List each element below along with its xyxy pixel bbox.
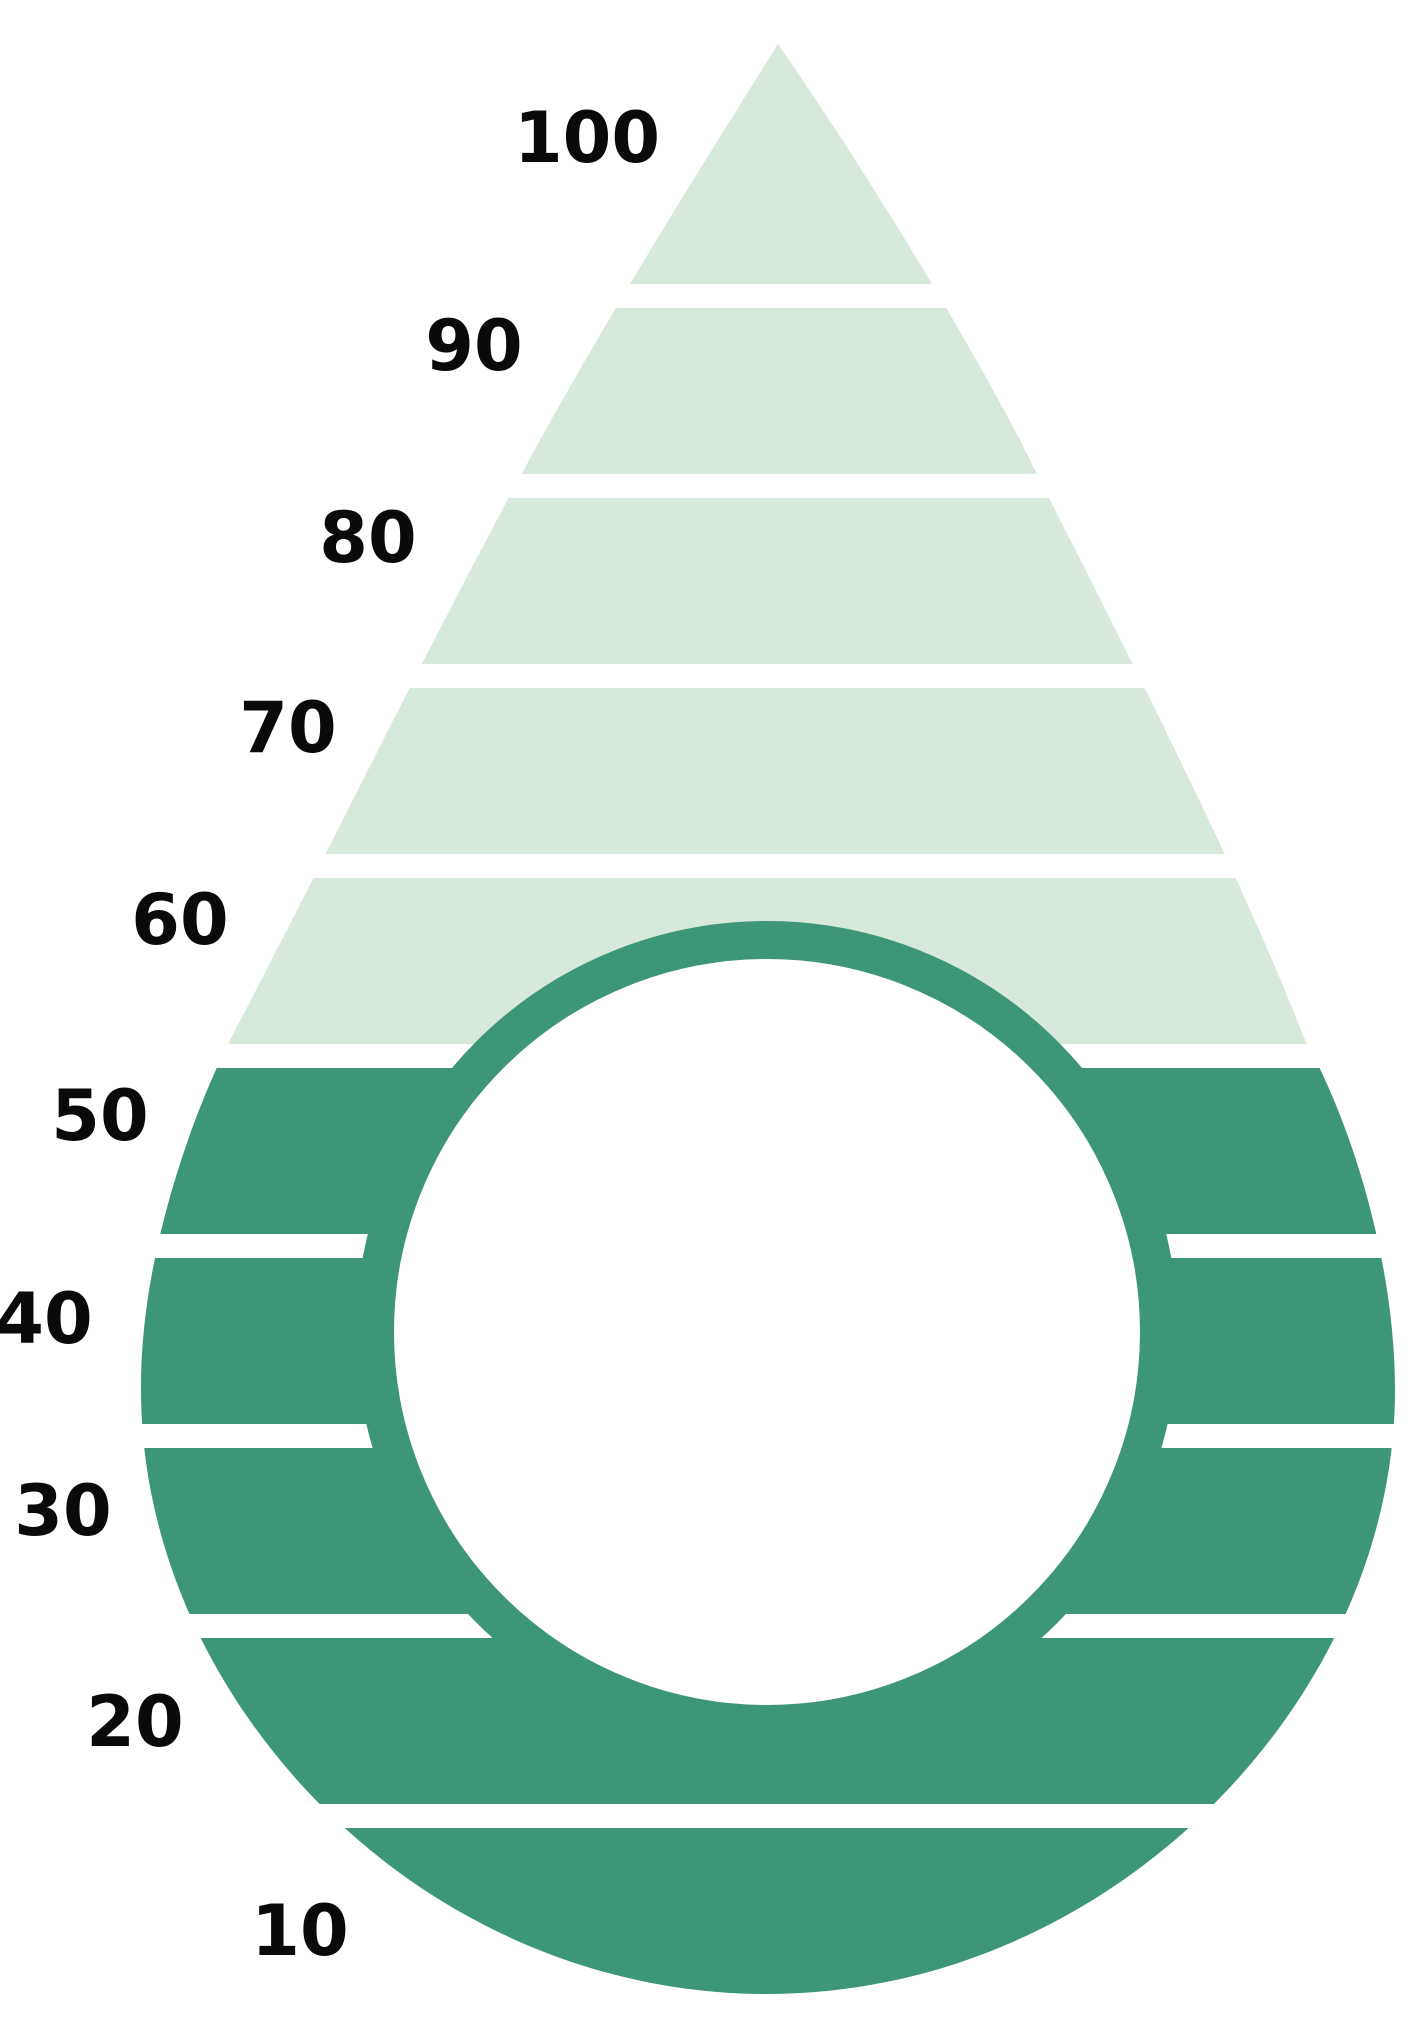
level-band-90 <box>0 308 1419 474</box>
level-band-70 <box>0 688 1419 854</box>
level-band-100 <box>0 44 1419 284</box>
level-band-40 <box>0 1258 1419 1424</box>
level-label-60: 60 <box>131 879 228 961</box>
level-label-10: 10 <box>251 1890 348 1972</box>
level-label-20: 20 <box>86 1681 183 1763</box>
level-band-50 <box>0 1068 1419 1234</box>
level-label-100: 100 <box>514 97 660 179</box>
level-label-40: 40 <box>0 1278 93 1360</box>
level-label-70: 70 <box>239 687 336 769</box>
level-band-10 <box>0 1828 1419 1994</box>
level-label-50: 50 <box>51 1075 148 1157</box>
level-label-30: 30 <box>14 1470 111 1552</box>
level-band-80 <box>0 498 1419 664</box>
level-label-80: 80 <box>319 497 416 579</box>
level-band-30 <box>0 1448 1419 1614</box>
level-label-90: 90 <box>425 305 522 387</box>
